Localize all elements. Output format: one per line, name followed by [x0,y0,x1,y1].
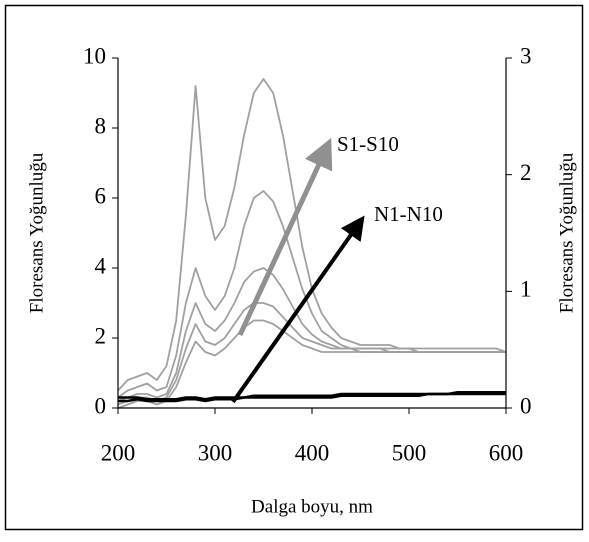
y2-tick-label: 2 [520,160,532,185]
y-tick-label: 4 [95,253,107,278]
y2-tick-label: 0 [520,393,532,418]
y2-tick-label: 3 [520,43,532,68]
plot-area [117,78,507,409]
x-tick-label: 400 [295,440,330,465]
data-line [118,392,506,403]
x-tick-label: 300 [198,440,233,465]
arrow [237,137,333,337]
y2-axis-title: Floresans Yoğunluğu [556,152,577,313]
arrow [231,215,365,404]
y-tick-label: 2 [95,323,107,348]
annotation: S1-S10 [337,132,399,156]
y-tick-label: 0 [95,393,107,418]
x-axis-title: Dalga boyu, nm [251,496,373,517]
y-tick-label: 8 [95,113,107,138]
data-line [117,319,506,409]
x-tick-label: 600 [489,440,524,465]
y-axis-title: Floresans Yoğunluğu [26,152,47,313]
y-tick-label: 6 [95,183,107,208]
x-tick-label: 500 [392,440,427,465]
data-line [117,78,507,392]
data-line [117,190,506,399]
y-tick-label: 10 [83,43,106,68]
y2-tick-label: 1 [520,277,532,302]
x-tick-label: 200 [101,440,136,465]
frame [4,4,584,531]
annotation: N1-N10 [374,202,443,226]
